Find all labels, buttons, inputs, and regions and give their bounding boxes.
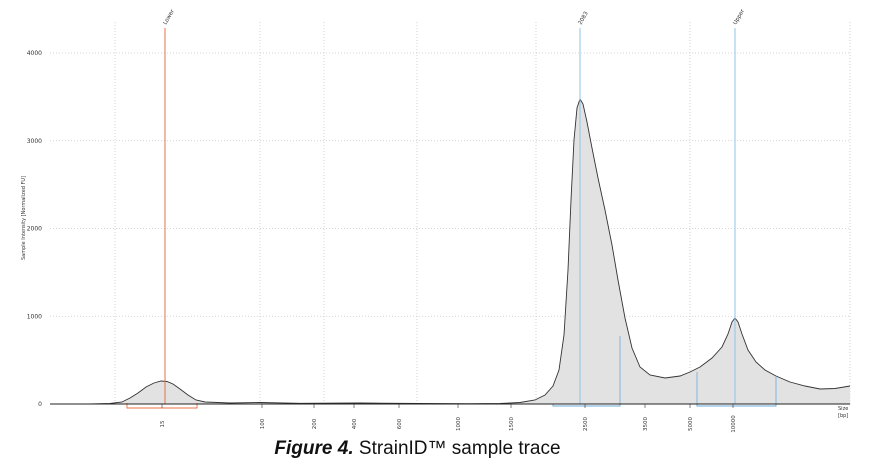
trace-layer: [50, 97, 851, 409]
y-tick-label: 0: [38, 401, 42, 408]
x-tick-label: 2500: [583, 417, 589, 431]
x-tick-label: 5000: [688, 417, 694, 431]
x-axis-unit-label: [bp]: [838, 413, 848, 419]
grid-layer: [50, 22, 851, 404]
peak-bracket: [552, 404, 621, 407]
x-tick-label: 10000: [731, 415, 737, 433]
trace-area-fill: [50, 99, 850, 404]
x-tick-label: 1500: [509, 417, 515, 431]
chart-svg: Lower 2083 Upper 0 1000 2000 3000 4000 15 100 200…: [21, 8, 851, 433]
x-tick-label: 600: [397, 418, 403, 429]
marker-label: 2083: [578, 10, 590, 26]
peak-bracket: [696, 404, 777, 407]
figure-label: Figure 4.: [274, 438, 354, 459]
marker-layer: Lower 2083 Upper: [163, 8, 747, 404]
trace-line: [50, 97, 851, 405]
axis-layer: 0 1000 2000 3000 4000 15 100 200 400 600 1000 1500 2…: [27, 50, 850, 433]
x-tick-label: 15: [160, 420, 166, 427]
marker-label: Lower: [163, 8, 177, 26]
y-tick-label: 1000: [27, 313, 42, 320]
y-axis-label: Sample Intensity [Normalized FU]: [21, 176, 27, 260]
electropherogram-chart: Lower 2083 Upper 0 1000 2000 3000 4000 15 100 200…: [21, 8, 851, 433]
x-axis-label: Size: [838, 406, 848, 412]
y-tick-label: 3000: [27, 138, 42, 145]
y-tick-label: 4000: [27, 50, 42, 57]
x-tick-label: 1000: [456, 417, 462, 431]
y-tick-label: 2000: [27, 226, 42, 233]
figure-caption: Figure 4. StrainID™ sample trace: [0, 438, 835, 460]
marker-label: Upper: [733, 8, 747, 26]
x-tick-label: 400: [352, 418, 358, 429]
x-tick-label: 3500: [643, 417, 649, 431]
figure-caption-text: StrainID™ sample trace: [358, 438, 561, 459]
x-tick-label: 100: [260, 418, 266, 429]
x-tick-label: 200: [312, 418, 318, 429]
